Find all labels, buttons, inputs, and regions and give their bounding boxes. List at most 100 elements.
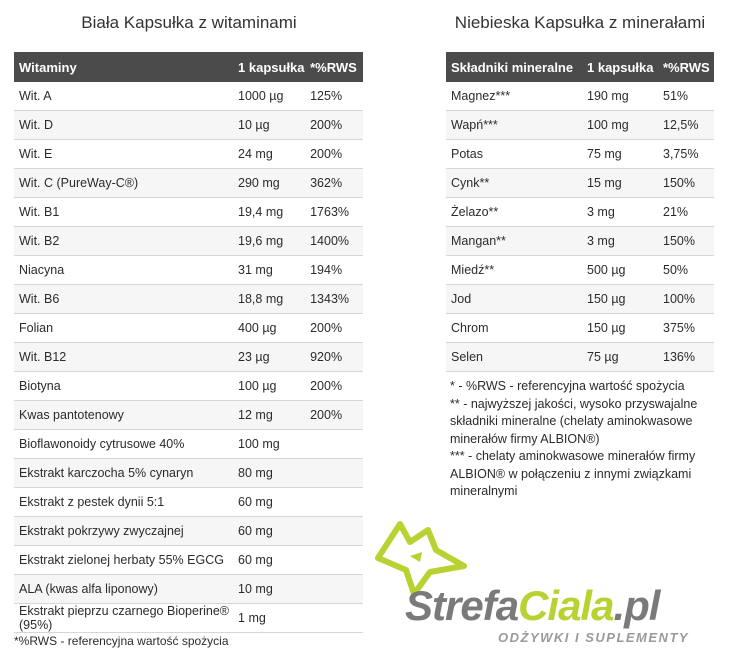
ingredient-cell: Magnez***	[446, 82, 582, 111]
rws-cell: 100%	[658, 284, 714, 314]
ingredient-cell: Miedź**	[446, 255, 582, 285]
amount-cell: 150 µg	[582, 313, 658, 343]
table-row: Potas 75 mg 3,75%	[446, 139, 714, 169]
table-row: Kwas pantotenowy 12 mg 200%	[14, 400, 363, 430]
rws-cell	[305, 458, 363, 488]
amount-cell: 19,6 mg	[233, 226, 306, 256]
amount-cell: 60 mg	[233, 487, 306, 517]
rws-cell: 362%	[305, 168, 363, 198]
amount-cell: 24 mg	[233, 139, 306, 169]
ingredient-cell: Mangan**	[446, 226, 582, 256]
amount-cell: 100 mg	[582, 110, 658, 140]
table-row: Wit. E 24 mg 200%	[14, 139, 363, 169]
logo-pl: .pl	[613, 582, 660, 629]
rws-cell: 136%	[658, 342, 714, 372]
rws-cell: 3,75%	[658, 139, 714, 169]
ingredient-cell: Biotyna	[14, 371, 234, 401]
table-row: Ekstrakt karczocha 5% cynaryn 80 mg	[14, 458, 363, 488]
amount-cell: 3 mg	[582, 226, 658, 256]
table-row: Wit. A 1000 µg 125%	[14, 82, 363, 111]
amount-cell: 400 µg	[233, 313, 306, 343]
amount-cell: 100 mg	[233, 429, 306, 459]
rws-cell: 125%	[305, 82, 363, 111]
ingredient-cell: Niacyna	[14, 255, 234, 285]
amount-cell: 60 mg	[233, 545, 306, 575]
amount-cell: 60 mg	[233, 516, 306, 546]
rws-cell: 200%	[305, 110, 363, 140]
table-row: Wapń*** 100 mg 12,5%	[446, 110, 714, 140]
rws-cell: 920%	[305, 342, 363, 372]
header-cell: Składniki mineralne	[446, 52, 582, 82]
rws-cell: 50%	[658, 255, 714, 285]
vitamins-table: Witaminy 1 kapsułka *%RWS Wit. A 1000 µg 1…	[14, 52, 363, 633]
table-row: Wit. D 10 µg 200%	[14, 110, 363, 140]
table-row: Żelazo** 3 mg 21%	[446, 197, 714, 227]
ingredient-cell: Chrom	[446, 313, 582, 343]
ingredient-cell: Ekstrakt zielonej herbaty 55% EGCG	[14, 545, 234, 575]
rws-footnote: *%RWS - referencyjna wartość spożycia	[14, 634, 229, 648]
ingredient-cell: Wit. B12	[14, 342, 234, 372]
rws-cell: 1400%	[305, 226, 363, 256]
amount-cell: 190 mg	[582, 82, 658, 111]
table-row: Wit. B6 18,8 mg 1343%	[14, 284, 363, 314]
ingredient-cell: Wit. C (PureWay-C®)	[14, 168, 234, 198]
table-row: Wit. B12 23 µg 920%	[14, 342, 363, 372]
table-row: Miedź** 500 µg 50%	[446, 255, 714, 285]
ingredient-cell: Folian	[14, 313, 234, 343]
header-cell: 1 kapsułka	[582, 52, 658, 82]
brand-logo: StrefaCiala.pl ODŻYWKI I SUPLEMENTY	[350, 520, 730, 650]
table-row: ALA (kwas alfa liponowy) 10 mg	[14, 574, 363, 604]
amount-cell: 3 mg	[582, 197, 658, 227]
rws-cell: 200%	[305, 313, 363, 343]
rws-cell	[305, 516, 363, 546]
table-row: Bioflawonoidy cytrusowe 40% 100 mg	[14, 429, 363, 459]
header-cell: *%RWS	[658, 52, 714, 82]
ingredient-cell: Potas	[446, 139, 582, 169]
ingredient-cell: Jod	[446, 284, 582, 314]
vitamins-title: Biała Kapsułka z witaminami	[81, 13, 297, 32]
footnote: ** - najwyższej jakości, wysoko przyswaj…	[450, 396, 698, 446]
rws-cell: 51%	[658, 82, 714, 111]
amount-cell: 10 mg	[233, 574, 306, 604]
ingredient-cell: Cynk**	[446, 168, 582, 198]
rws-cell: 200%	[305, 400, 363, 430]
ingredient-cell: Wapń***	[446, 110, 582, 140]
amount-cell: 500 µg	[582, 255, 658, 285]
header-cell: *%RWS	[305, 52, 363, 82]
vitamins-body: Wit. A 1000 µg 125% Wit. D 10 µg 200% Wit. E 24…	[14, 82, 363, 633]
amount-cell: 290 mg	[233, 168, 306, 198]
logo-ciala: Ciala	[518, 582, 614, 629]
amount-cell: 1 mg	[233, 603, 306, 633]
vitamins-header-row: Witaminy 1 kapsułka *%RWS	[14, 52, 363, 82]
amount-cell: 15 mg	[582, 168, 658, 198]
amount-cell: 75 µg	[582, 342, 658, 372]
rws-cell: 150%	[658, 168, 714, 198]
table-row: Ekstrakt pokrzywy zwyczajnej 60 mg	[14, 516, 363, 546]
minerals-title: Niebieska Kapsułka z minerałami	[454, 13, 706, 32]
ingredient-cell: Selen	[446, 342, 582, 372]
rws-cell: 200%	[305, 371, 363, 401]
rws-cell: 194%	[305, 255, 363, 285]
amount-cell: 80 mg	[233, 458, 306, 488]
rws-cell	[305, 545, 363, 575]
ingredient-cell: Wit. D	[14, 110, 234, 140]
table-row: Selen 75 µg 136%	[446, 342, 714, 372]
rws-cell	[305, 603, 363, 633]
table-row: Wit. B1 19,4 mg 1763%	[14, 197, 363, 227]
table-row: Jod 150 µg 100%	[446, 284, 714, 314]
table-row: Wit. B2 19,6 mg 1400%	[14, 226, 363, 256]
wolf-head-icon	[375, 521, 467, 597]
ingredient-cell: ALA (kwas alfa liponowy)	[14, 574, 234, 604]
amount-cell: 1000 µg	[233, 82, 306, 111]
rws-cell: 200%	[305, 139, 363, 169]
rws-cell	[305, 574, 363, 604]
rws-cell	[305, 487, 363, 517]
rws-cell: 150%	[658, 226, 714, 256]
ingredient-cell: Wit. A	[14, 82, 234, 111]
logo-wordmark: StrefaCiala.pl	[405, 582, 660, 630]
ingredient-cell: Bioflawonoidy cytrusowe 40%	[14, 429, 234, 459]
amount-cell: 23 µg	[233, 342, 306, 372]
amount-cell: 10 µg	[233, 110, 306, 140]
footnote: * - %RWS - referencyjna wartość spożycia	[450, 379, 685, 393]
table-row: Ekstrakt pieprzu czarnego Bioperine® (95…	[14, 603, 363, 633]
